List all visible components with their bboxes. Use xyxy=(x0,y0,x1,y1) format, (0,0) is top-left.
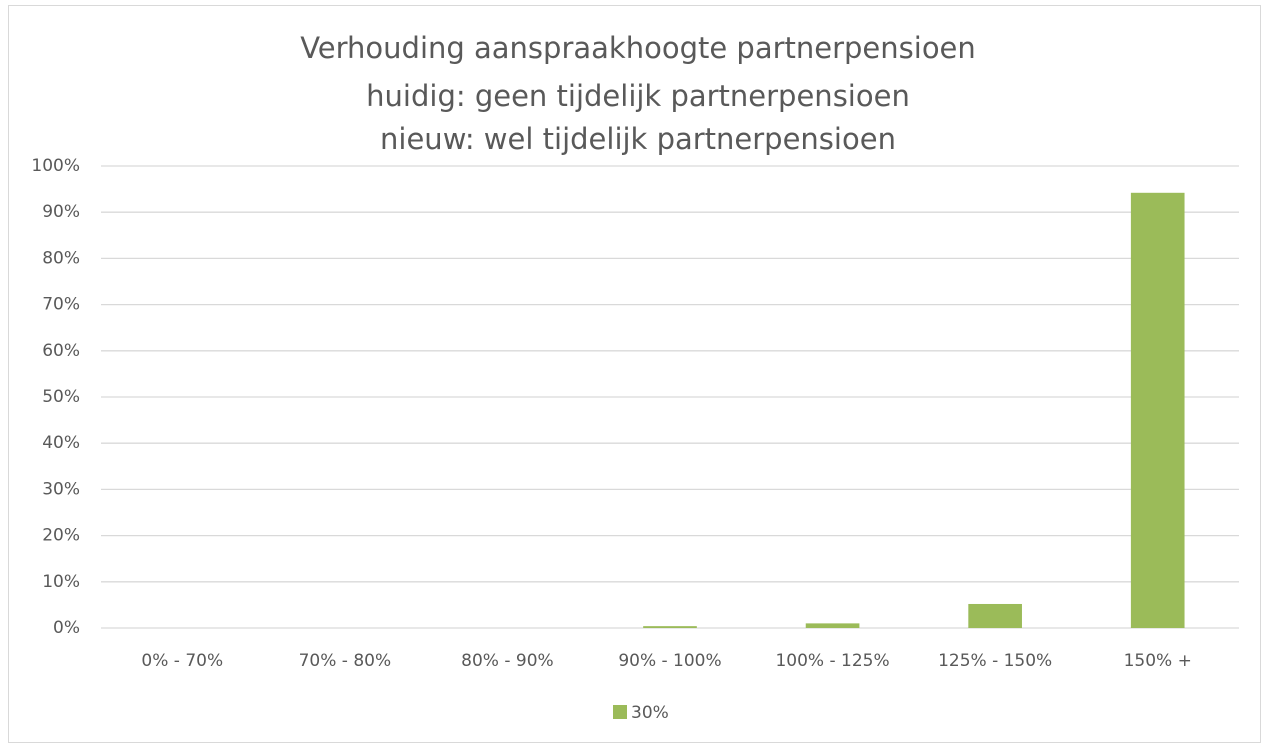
chart-title: nieuw: wel tijdelijk partnerpensioen xyxy=(380,122,896,156)
y-tick-label: 90% xyxy=(42,202,80,222)
legend-label: 30% xyxy=(631,703,669,723)
x-tick-label: 125% - 150% xyxy=(938,651,1052,671)
y-tick-label: 60% xyxy=(42,341,80,361)
y-tick-label: 0% xyxy=(53,618,80,638)
y-tick-label: 30% xyxy=(42,479,80,499)
bar xyxy=(643,626,697,628)
x-tick-label: 80% - 90% xyxy=(461,651,554,671)
y-tick-label: 100% xyxy=(31,156,80,176)
bar xyxy=(1130,192,1185,628)
x-tick-label: 90% - 100% xyxy=(618,651,721,671)
y-tick-label: 70% xyxy=(42,295,80,315)
bar xyxy=(805,623,860,628)
legend-swatch xyxy=(613,705,627,719)
x-tick-label: 0% - 70% xyxy=(141,651,223,671)
y-tick-label: 50% xyxy=(42,387,80,407)
chart-title: huidig: geen tijdelijk partnerpensioen xyxy=(366,79,910,113)
chart-title: Verhouding aanspraakhoogte partnerpensio… xyxy=(300,31,976,65)
bar xyxy=(968,603,1022,628)
y-tick-label: 80% xyxy=(42,248,80,268)
y-tick-label: 10% xyxy=(42,572,80,592)
chart-border xyxy=(8,5,1261,743)
x-tick-label: 70% - 80% xyxy=(299,651,392,671)
x-tick-label: 100% - 125% xyxy=(775,651,889,671)
y-tick-label: 20% xyxy=(42,526,80,546)
x-tick-label: 150% + xyxy=(1124,651,1192,671)
y-tick-label: 40% xyxy=(42,433,80,453)
